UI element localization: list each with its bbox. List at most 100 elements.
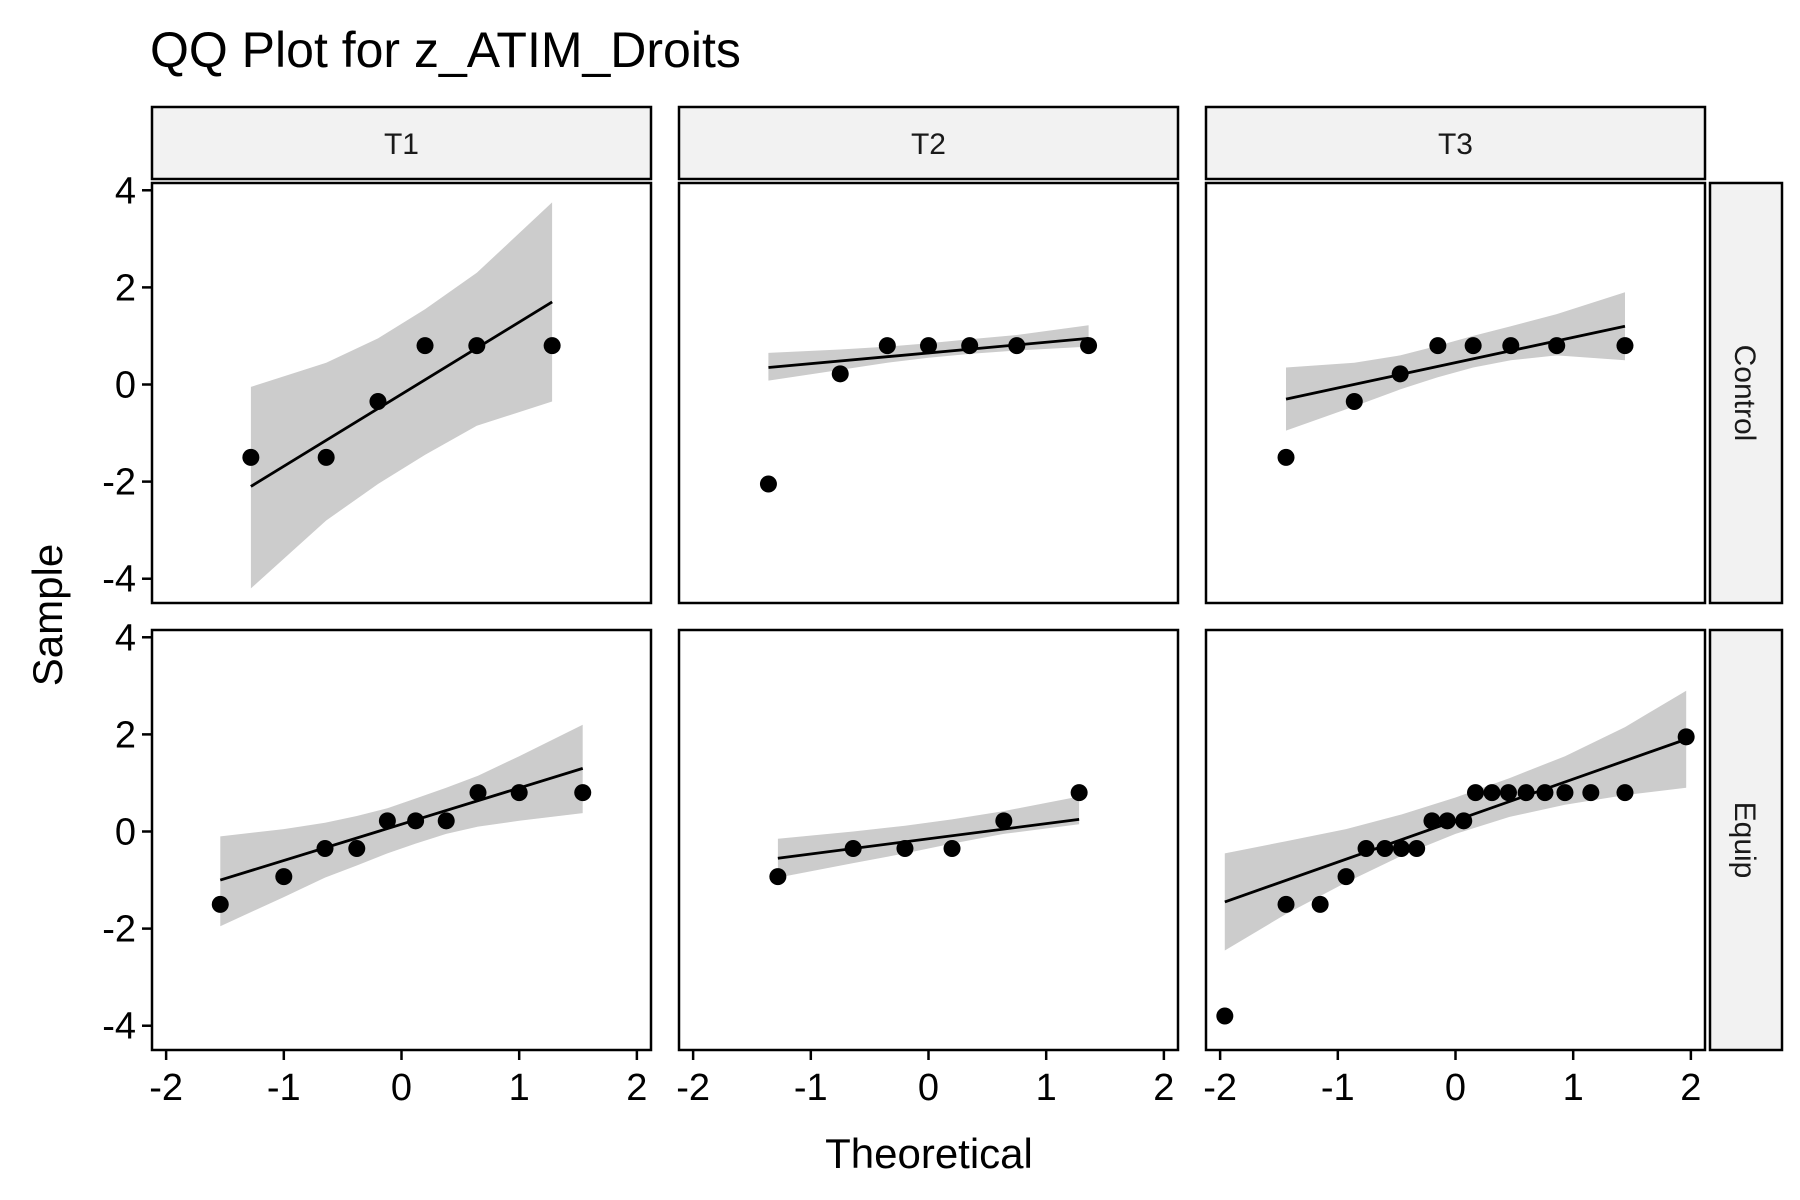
data-point (468, 337, 486, 355)
y-axis-title: Sample (24, 544, 71, 686)
panel-frame (1204, 628, 1707, 1052)
x-tick-label: -2 (1203, 1067, 1237, 1109)
strip-label-t3: T3 (1438, 128, 1473, 161)
y-tick-label: 4 (115, 617, 136, 659)
y-tick-label: 2 (115, 267, 136, 309)
data-point (1311, 895, 1329, 913)
data-point (1499, 784, 1517, 802)
data-point (1408, 839, 1426, 857)
chart-title: QQ Plot for z_ATIM_Droits (150, 22, 741, 78)
data-point (1483, 784, 1501, 802)
data-point (995, 812, 1013, 830)
data-point (1423, 812, 1441, 830)
data-point (1392, 839, 1410, 857)
panel-t1-equip: -4 -2 0 2 4 -2 -1 0 1 2 (102, 617, 653, 1109)
y-tick-label: 2 (115, 714, 136, 756)
panel-t2-control (677, 181, 1180, 605)
y-tick-label: 4 (115, 170, 136, 212)
data-point (1548, 337, 1566, 355)
strip-equip (1708, 628, 1784, 1052)
y-tick-label: 0 (115, 812, 136, 854)
data-point (316, 839, 334, 857)
data-point (1464, 337, 1482, 355)
data-point (437, 812, 455, 830)
data-point (574, 784, 592, 802)
data-point (1517, 784, 1535, 802)
strip-control (1708, 181, 1784, 605)
x-tick-label: 0 (391, 1067, 412, 1109)
x-tick-label: -1 (267, 1067, 301, 1109)
data-point (275, 868, 293, 886)
data-point (1502, 337, 1520, 355)
data-point (407, 812, 425, 830)
panel-t1-control: -4 -2 0 2 4 (102, 170, 653, 605)
data-point (1616, 784, 1634, 802)
panel-t2-equip: -2 -1 0 1 2 (676, 628, 1180, 1109)
x-tick-label: 1 (1036, 1067, 1057, 1109)
data-point (543, 337, 561, 355)
data-point (1337, 868, 1355, 886)
strip-label-t2: T2 (911, 128, 946, 161)
data-point (1536, 784, 1554, 802)
x-tick-label: -2 (149, 1067, 183, 1109)
data-point (1080, 337, 1098, 355)
data-point (1070, 784, 1088, 802)
data-point (896, 839, 914, 857)
data-point (378, 812, 396, 830)
x-tick-label: 2 (1680, 1067, 1701, 1109)
x-axis-title: Theoretical (825, 1130, 1033, 1177)
data-point (1429, 337, 1447, 355)
x-tick-label: -1 (1321, 1067, 1355, 1109)
strip-label-equip: Equip (1728, 802, 1761, 879)
reference-line (777, 817, 1080, 860)
data-point (769, 868, 787, 886)
data-point (317, 448, 335, 466)
x-tick-label: 0 (1445, 1067, 1466, 1109)
data-point (369, 392, 387, 410)
data-point (1467, 784, 1485, 802)
data-point (1455, 812, 1473, 830)
y-tick-label: -2 (102, 462, 136, 504)
data-point (844, 839, 862, 857)
data-point (348, 839, 366, 857)
x-tick-label: 2 (626, 1067, 647, 1109)
data-point (1277, 895, 1295, 913)
reference-line (250, 300, 553, 488)
data-point (416, 337, 434, 355)
data-point (1616, 337, 1634, 355)
strip-label-t1: T1 (384, 128, 419, 161)
data-point (943, 839, 961, 857)
data-point (1277, 448, 1295, 466)
data-point (469, 784, 487, 802)
strip-t3 (1204, 105, 1707, 181)
data-point (1677, 728, 1695, 746)
y-tick-label: -4 (102, 559, 136, 601)
y-tick-label: -2 (102, 909, 136, 951)
data-point (1357, 839, 1375, 857)
strip-t1 (150, 105, 653, 181)
data-point (1216, 1007, 1234, 1025)
data-point (1438, 812, 1456, 830)
data-point (242, 448, 260, 466)
data-point (961, 337, 979, 355)
data-point (878, 337, 896, 355)
data-point (211, 895, 229, 913)
panel-t3-control (1204, 181, 1707, 605)
data-point (759, 475, 777, 493)
data-point (831, 365, 849, 383)
strip-t2 (677, 105, 1180, 181)
y-tick-label: 0 (115, 365, 136, 407)
data-point (920, 337, 937, 355)
data-point (1556, 784, 1574, 802)
x-tick-label: 0 (918, 1067, 939, 1109)
data-point (510, 784, 528, 802)
data-point (1582, 784, 1600, 802)
x-tick-label: -1 (794, 1067, 828, 1109)
panel-t3-equip: -2 -1 0 1 2 (1203, 628, 1707, 1109)
panel-frame (1204, 181, 1707, 605)
data-point (1008, 337, 1026, 355)
strip-label-control: Control (1728, 345, 1761, 442)
data-point (1345, 392, 1363, 410)
reference-line (1285, 324, 1626, 401)
